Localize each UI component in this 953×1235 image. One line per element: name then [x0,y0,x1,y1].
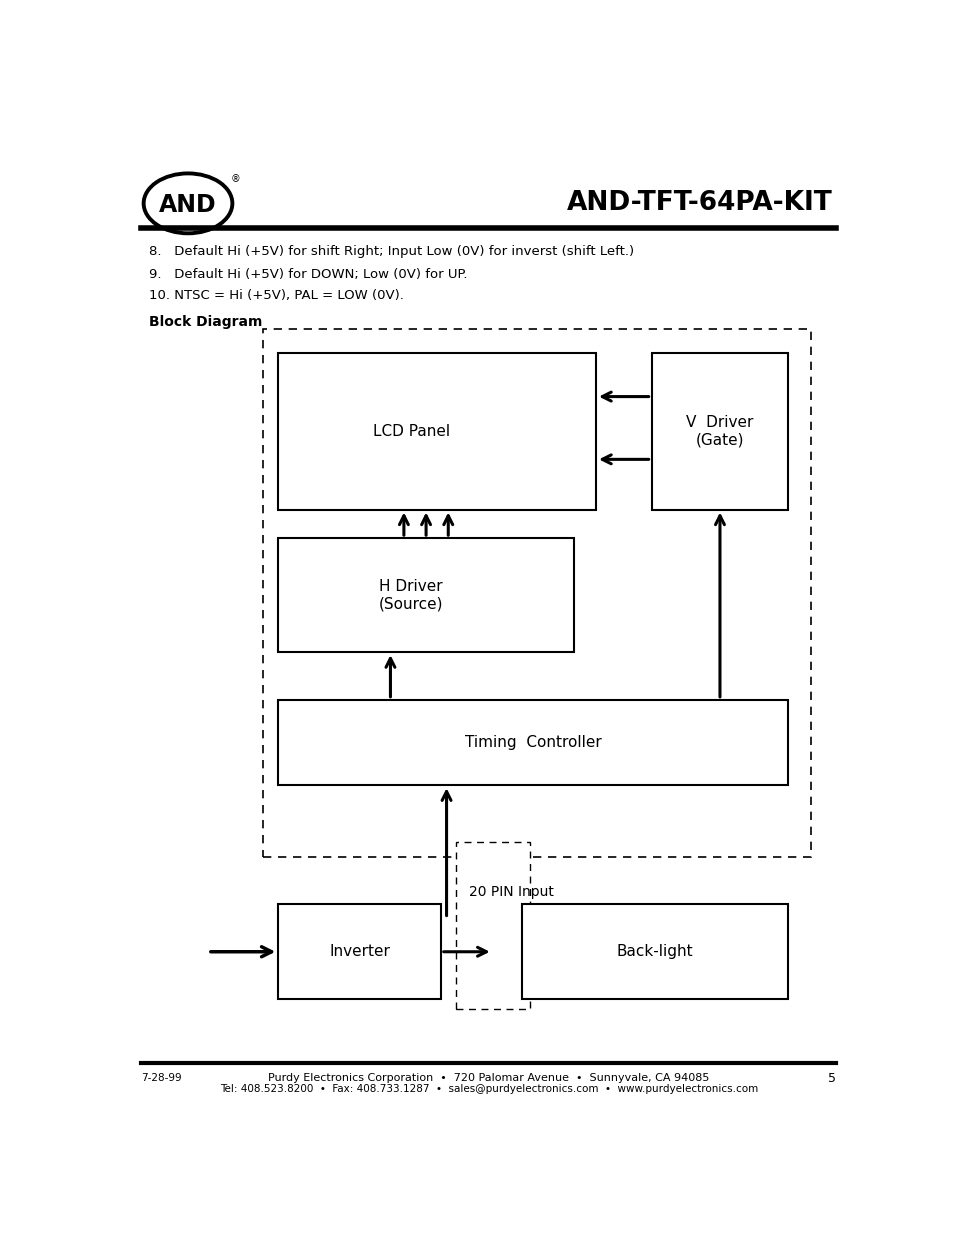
Bar [456,842,529,1009]
Text: 20 PIN Input: 20 PIN Input [468,884,553,899]
Bar [263,329,810,857]
Text: Back-light: Back-light [617,945,693,960]
Text: Inverter: Inverter [329,945,390,960]
Text: V  Driver
(Gate): V Driver (Gate) [685,415,753,447]
Text: ®: ® [231,174,240,184]
Text: H Driver
(Source): H Driver (Source) [378,579,443,611]
Bar [521,904,787,999]
Text: Timing  Controller: Timing Controller [464,735,601,750]
Bar [278,904,440,999]
Bar [278,538,574,652]
Bar [651,353,787,510]
Text: 8.   Default Hi (+5V) for shift Right; Input Low (0V) for inverst (shift Left.): 8. Default Hi (+5V) for shift Right; Inp… [149,246,634,258]
Text: AND: AND [159,193,216,217]
Bar [278,700,787,785]
Text: Tel: 408.523.8200  •  Fax: 408.733.1287  •  sales@purdyelectronics.com  •  www.p: Tel: 408.523.8200 • Fax: 408.733.1287 • … [219,1084,758,1094]
Text: 5: 5 [827,1072,836,1084]
Text: 7-28-99: 7-28-99 [141,1073,182,1083]
Text: 10. NTSC = Hi (+5V), PAL = LOW (0V).: 10. NTSC = Hi (+5V), PAL = LOW (0V). [149,289,403,301]
Text: LCD Panel: LCD Panel [373,424,450,438]
Text: AND-TFT-64PA-KIT: AND-TFT-64PA-KIT [566,190,832,216]
Bar [278,353,596,510]
Text: Purdy Electronics Corporation  •  720 Palomar Avenue  •  Sunnyvale, CA 94085: Purdy Electronics Corporation • 720 Palo… [268,1072,709,1083]
Text: Block Diagram: Block Diagram [149,315,262,329]
Text: 9.   Default Hi (+5V) for DOWN; Low (0V) for UP.: 9. Default Hi (+5V) for DOWN; Low (0V) f… [149,268,467,282]
